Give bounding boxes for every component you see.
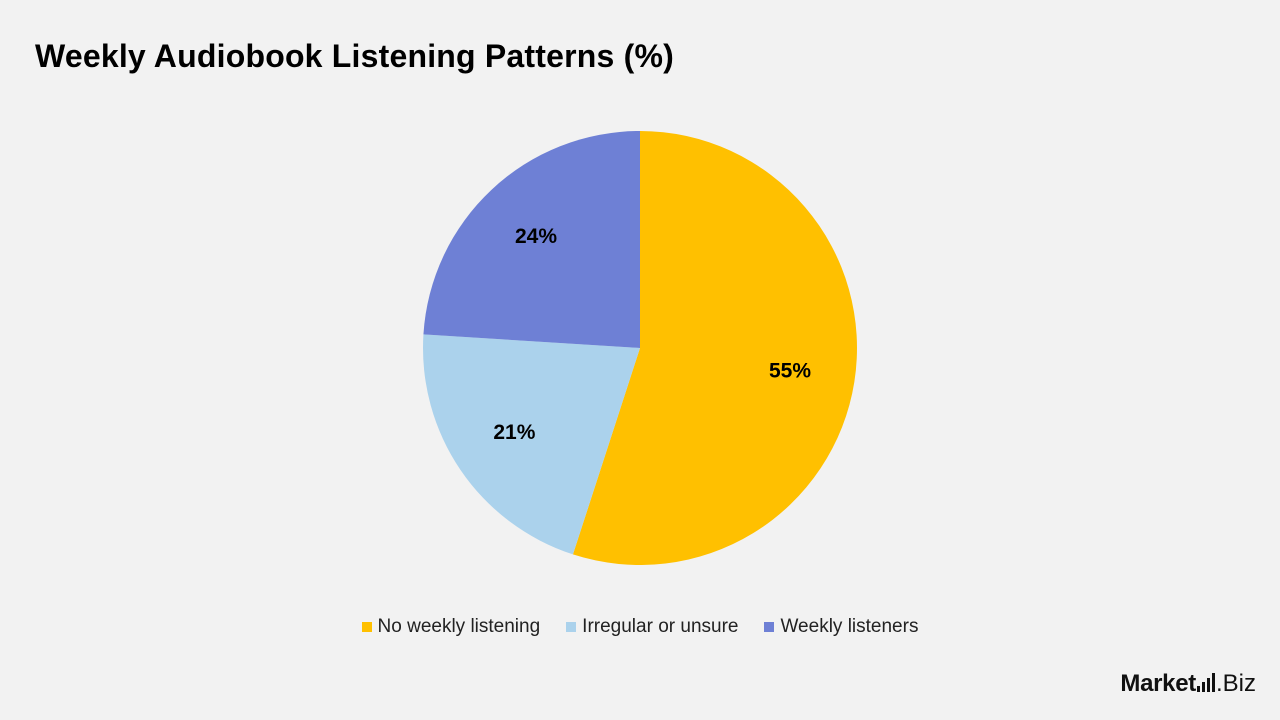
slice-data-label: 24% — [515, 225, 557, 248]
chart-title: Weekly Audiobook Listening Patterns (%) — [35, 38, 674, 74]
legend-label: Weekly listeners — [780, 616, 919, 637]
pie-chart: 55% 21% 24% — [422, 131, 857, 565]
pie-slice — [422, 334, 640, 555]
legend-label: No weekly listening — [377, 616, 541, 637]
bar-chart-icon — [1196, 672, 1215, 692]
legend-item: No weekly listening — [361, 616, 541, 638]
legend-swatch — [361, 622, 372, 632]
legend-item: Weekly listeners — [764, 616, 918, 638]
pie-slice — [572, 131, 857, 565]
legend-swatch — [764, 622, 775, 632]
slice-data-label: 55% — [769, 359, 811, 382]
brand-name-suffix: .Biz — [1215, 670, 1256, 697]
brand-logo: Market .Biz — [1120, 670, 1256, 698]
chart-legend: No weekly listening Irregular or unsure We… — [0, 616, 1280, 638]
brand-name-bold: Market — [1120, 670, 1196, 697]
legend-label: Irregular or unsure — [582, 616, 739, 637]
pie-slice — [423, 131, 640, 348]
legend-swatch — [566, 622, 577, 632]
slice-data-label: 21% — [493, 421, 535, 444]
legend-item: Irregular or unsure — [566, 616, 738, 638]
